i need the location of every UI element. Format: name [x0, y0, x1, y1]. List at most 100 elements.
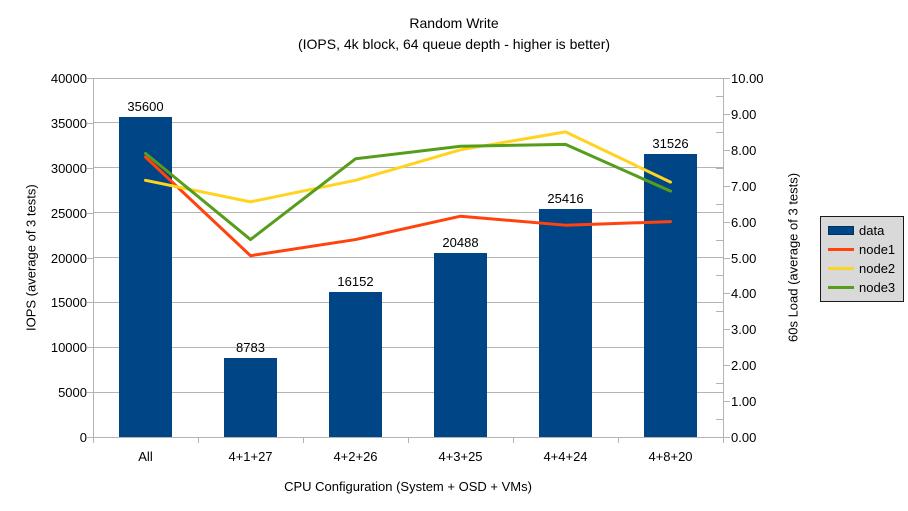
legend-label-node1: node1 [859, 242, 896, 257]
right-axis-tick-label: 10.00 [731, 71, 764, 86]
right-axis-minor-tick [716, 347, 723, 349]
bar-4+3+25 [434, 253, 487, 437]
legend-swatch-node2 [828, 267, 854, 270]
right-axis-tick [724, 257, 730, 259]
left-axis-line [93, 78, 94, 442]
bar-value-label: 35600 [127, 99, 164, 115]
chart-title: Random Write (IOPS, 4k block, 64 queue d… [0, 13, 908, 55]
gridline [93, 167, 723, 169]
right-axis-minor-tick [716, 131, 723, 133]
right-axis-tick-label: 1.00 [731, 394, 757, 410]
x-axis-tick [303, 437, 304, 443]
x-axis-tick [198, 437, 199, 443]
left-axis-tick-label: 0 [79, 430, 87, 445]
x-axis-category-label: 4+2+26 [333, 449, 378, 464]
right-axis-tick [724, 78, 730, 79]
legend-swatch-node3 [828, 286, 854, 289]
bar-4+1+27 [224, 358, 277, 437]
line-series-svg [144, 130, 672, 258]
x-axis-title: CPU Configuration (System + OSD + VMs) [284, 479, 532, 494]
legend-swatch-data [828, 226, 854, 235]
bar-value-label: 16152 [337, 274, 374, 290]
x-axis-tick [723, 437, 724, 443]
right-axis-minor-tick [716, 95, 723, 97]
right-axis-minor-tick [716, 203, 723, 205]
right-axis-tick [724, 365, 730, 367]
x-axis-tick [408, 437, 409, 443]
left-axis-tick-label: 35000 [50, 115, 87, 131]
gridline [93, 391, 723, 393]
left-axis-tick [87, 257, 93, 259]
right-axis-tick [724, 149, 730, 151]
right-axis-minor-tick [716, 383, 723, 385]
gridline [93, 122, 723, 124]
right-axis-tick-label: 3.00 [731, 322, 757, 338]
left-axis-tick [87, 167, 93, 169]
right-axis-tick-label: 7.00 [731, 178, 757, 194]
line-node1 [144, 155, 672, 258]
left-axis-tick [87, 212, 93, 214]
right-axis-minor-tick [716, 311, 723, 313]
right-axis-tick-label: 9.00 [731, 106, 757, 122]
right-axis-tick-label: 0.00 [731, 430, 757, 445]
legend-label-node2: node2 [859, 261, 896, 276]
bar-4+8+20 [644, 154, 697, 437]
left-axis-tick [87, 437, 93, 438]
x-axis-category-label: 4+4+24 [543, 449, 588, 464]
left-axis-tick [87, 392, 93, 394]
chart-title-line2: (IOPS, 4k block, 64 queue depth - higher… [297, 36, 611, 52]
bar-value-label: 8783 [236, 340, 265, 356]
line-node2 [144, 130, 672, 204]
right-axis-tick [724, 329, 730, 331]
right-axis-line [723, 78, 724, 442]
x-axis-category-label: 4+1+27 [228, 449, 273, 464]
right-axis-minor-tick [716, 167, 723, 169]
right-axis-tick [724, 293, 730, 295]
legend-item-node2: node2 [828, 259, 903, 278]
chart-title-line1: Random Write [409, 15, 499, 31]
right-axis-minor-tick [716, 419, 723, 421]
right-axis-tick-label: 6.00 [731, 214, 757, 230]
right-axis-tick-label: 8.00 [731, 142, 757, 158]
line-node3 [144, 142, 672, 242]
right-axis-tick [724, 185, 730, 187]
left-axis-tick-label: 10000 [50, 340, 87, 356]
left-axis-tick [87, 122, 93, 124]
legend-label-node3: node3 [859, 280, 896, 295]
right-axis-tick-label: 4.00 [731, 286, 757, 302]
right-axis-tick-label: 5.00 [731, 250, 757, 266]
bar-4+4+24 [539, 208, 592, 437]
bar-All [119, 117, 172, 437]
right-axis-tick [724, 113, 730, 115]
bar-4+2+26 [329, 292, 382, 437]
legend-label-data: data [859, 223, 885, 238]
bar-value-label: 20488 [442, 235, 479, 251]
legend-item-data: data [828, 221, 903, 240]
legend-item-node1: node1 [828, 240, 903, 259]
legend: data node1 node2 node3 [820, 216, 904, 302]
left-axis-tick-label: 40000 [50, 71, 87, 86]
left-axis-tick [87, 347, 93, 349]
left-axis-tick-label: 25000 [50, 205, 87, 221]
legend-swatch-node1 [828, 248, 854, 251]
left-axis-tick-label: 20000 [50, 250, 87, 266]
gridline [93, 257, 723, 258]
right-axis-minor-tick [716, 275, 723, 277]
x-axis-tick [513, 437, 514, 443]
left-axis-tick [87, 302, 93, 304]
bar-value-label: 31526 [652, 136, 689, 152]
x-axis-tick [93, 437, 94, 443]
bar-value-label: 25416 [547, 190, 584, 206]
right-axis-minor-tick [716, 239, 723, 241]
x-axis-category-label: 4+3+25 [438, 449, 483, 464]
left-axis-tick-label: 15000 [50, 295, 87, 311]
gridline [93, 346, 723, 348]
gridline [93, 212, 723, 214]
gridline [93, 301, 723, 303]
legend-item-node3: node3 [828, 278, 903, 297]
plot-area: 35600 8783 16152 20488 25416 31526 [93, 77, 723, 437]
right-axis-tick [724, 437, 730, 438]
right-axis-tick-label: 2.00 [731, 358, 757, 374]
right-axis-tick [724, 221, 730, 223]
